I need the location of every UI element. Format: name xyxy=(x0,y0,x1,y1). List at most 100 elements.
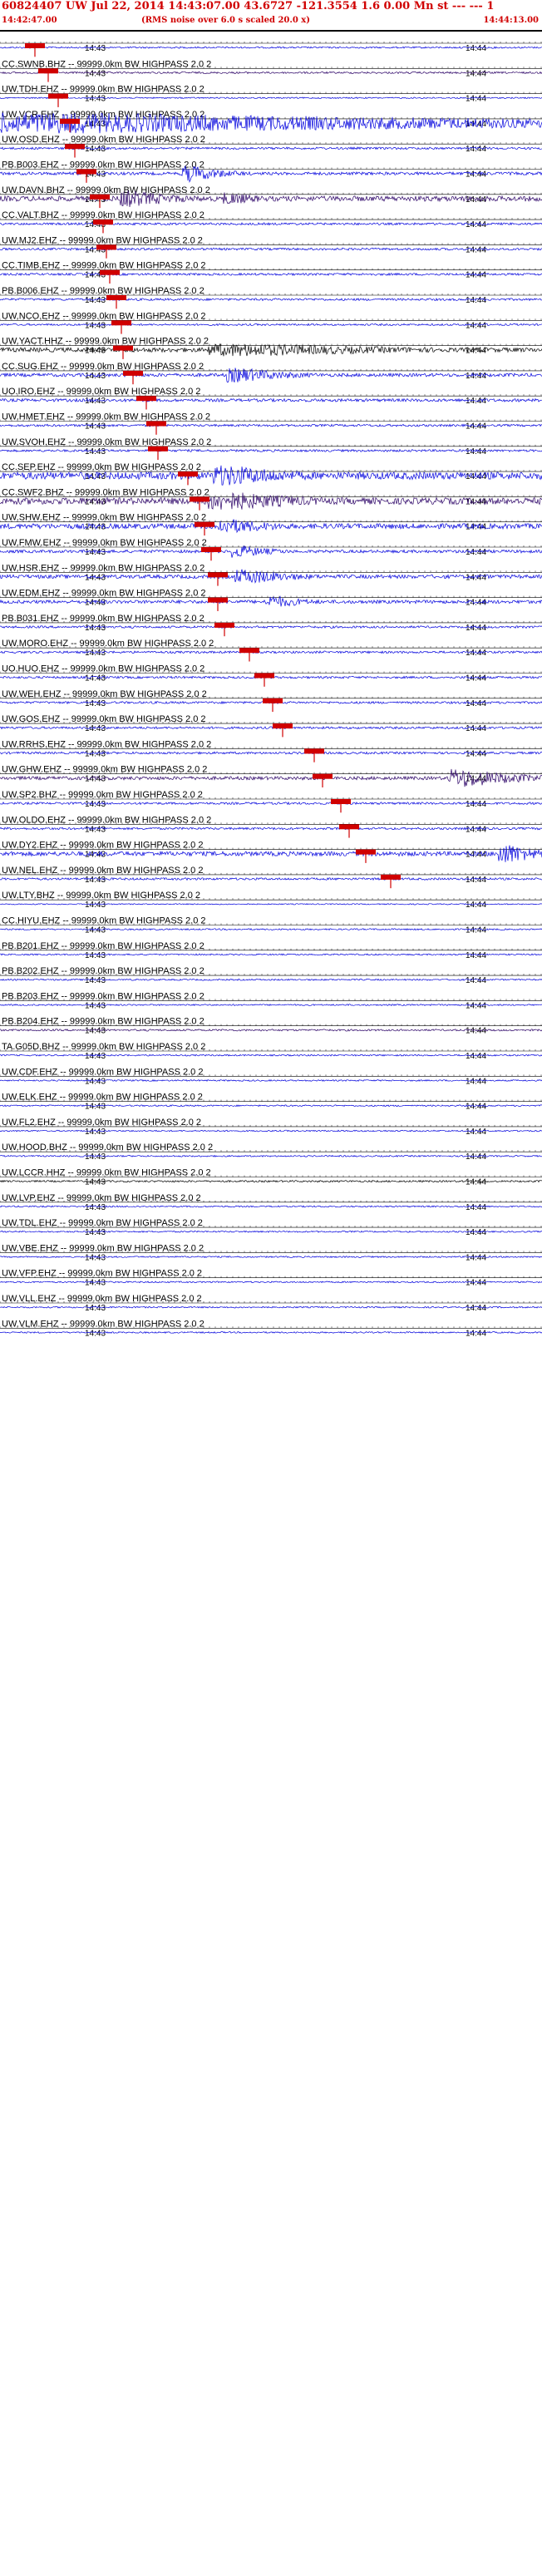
trace-label: UW.VCR.EHZ -- 99999.0km BW HIGHPASS 2.0 … xyxy=(2,110,204,120)
waveform xyxy=(0,928,542,931)
trace-label: PB.B201.EHZ -- 99999.0km BW HIGHPASS 2.0… xyxy=(2,941,204,951)
waveform xyxy=(0,465,542,486)
waveform xyxy=(0,112,542,134)
trace-label: CC.TIMB.EHZ -- 99999.0km BW HIGHPASS 2.0… xyxy=(2,261,206,271)
trace-42: UW.ELK.EHZ -- 99999.0km BW HIGHPASS 2.0 … xyxy=(0,1093,542,1112)
tick-label-right: 14:44 xyxy=(466,674,486,683)
trace-40: TA.G05D.BHZ -- 99999.0km BW HIGHPASS 2.0… xyxy=(0,1042,542,1061)
trace-49: UW.VFP.EHZ -- 99999.0km BW HIGHPASS 2.0 … xyxy=(0,1269,542,1288)
waveform xyxy=(0,725,542,730)
tick-label-right: 14:44 xyxy=(466,95,486,104)
trace-label: UW.TDH.EHZ -- 99999.0km BW HIGHPASS 2.0 … xyxy=(2,85,204,95)
tick-label-right: 14:44 xyxy=(466,699,486,708)
waveform xyxy=(0,827,542,831)
tick-label-left: 14:43 xyxy=(85,497,106,506)
trace-41: UW.CDF.EHZ -- 99999.0km BW HIGHPASS 2.0 … xyxy=(0,1067,542,1086)
waveform xyxy=(0,650,542,654)
tick-label-right: 14:44 xyxy=(466,749,486,758)
tick-label-left: 14:43 xyxy=(85,699,106,708)
waveform xyxy=(0,953,542,956)
waveform xyxy=(0,1054,542,1057)
tick-label-left: 14:43 xyxy=(85,195,106,205)
trace-label: PB.B203.EHZ -- 99999.0km BW HIGHPASS 2.0… xyxy=(2,991,204,1001)
tick-label-left: 14:43 xyxy=(85,472,106,481)
waveform xyxy=(0,569,542,584)
trace-38: PB.B203.EHZ -- 99999.0km BW HIGHPASS 2.0… xyxy=(0,991,542,1010)
waveform xyxy=(0,624,542,629)
trace-43: UW.FL2.EHZ -- 99999.0km BW HIGHPASS 2.0 … xyxy=(0,1118,542,1137)
trace-1: CC.SWNB.BHZ -- 99999.0km BW HIGHPASS 2.0… xyxy=(0,59,542,82)
trace-31: UW.OLDO.EHZ -- 99999.0km BW HIGHPASS 2.0… xyxy=(0,815,542,838)
trace-13: CC.SUG.EHZ -- 99999.0km BW HIGHPASS 2.0 … xyxy=(0,362,542,385)
tick-label-right: 14:44 xyxy=(466,245,486,254)
start-time: 14:42:47.00 xyxy=(2,16,57,25)
trace-label: PB.B003.EHZ -- 99999.0km BW HIGHPASS 2.0… xyxy=(2,160,204,170)
tick-label-right: 14:44 xyxy=(466,523,486,532)
tick-label-right: 14:44 xyxy=(466,1228,486,1237)
tick-label-right: 14:44 xyxy=(466,69,486,78)
end-time: 14:44:13.00 xyxy=(483,16,539,25)
trace-24: UW.MORO.EHZ -- 99999.0km BW HIGHPASS 2.0… xyxy=(0,639,542,662)
trace-label: UW.HMET.EHZ -- 99999.0km BW HIGHPASS 2.0… xyxy=(2,412,210,422)
tick-label-right: 14:44 xyxy=(466,825,486,834)
trace-label: UW.MORO.EHZ -- 99999.0km BW HIGHPASS 2.0… xyxy=(2,639,214,649)
trace-label: PB.B202.EHZ -- 99999.0km BW HIGHPASS 2.0… xyxy=(2,966,204,976)
waveform xyxy=(0,876,542,881)
tick-label-left: 14:43 xyxy=(85,901,106,910)
tick-label-right: 14:44 xyxy=(466,347,486,356)
waveform xyxy=(0,1029,542,1032)
trace-label: CC.SWF2.BHZ -- 99999.0km BW HIGHPASS 2.0… xyxy=(2,487,209,497)
trace-label: UW.NEL.EHZ -- 99999.0km BW HIGHPASS 2.0 … xyxy=(2,866,203,876)
tick-label-right: 14:44 xyxy=(466,372,486,381)
tick-label-left: 14:43 xyxy=(85,145,106,154)
waveform xyxy=(0,397,542,403)
tick-label-left: 14:43 xyxy=(85,1103,106,1112)
trace-label: PB.B006.EHZ -- 99999.0km BW HIGHPASS 2.0… xyxy=(2,286,204,296)
waveform xyxy=(0,1129,542,1133)
trace-35: CC.HIYU.EHZ -- 99999.0km BW HIGHPASS 2.0… xyxy=(0,916,542,935)
trace-34: UW.LTY.BHZ -- 99999.0km BW HIGHPASS 2.0 … xyxy=(0,891,542,910)
waveform xyxy=(0,978,542,981)
tick-label-right: 14:44 xyxy=(466,1103,486,1112)
trace-2: UW.TDH.EHZ -- 99999.0km BW HIGHPASS 2.0 … xyxy=(0,85,542,107)
tick-label-right: 14:44 xyxy=(466,599,486,608)
trace-28: UW.RRHS.EHZ -- 99999.0km BW HIGHPASS 2.0… xyxy=(0,739,542,762)
tick-label-left: 14:43 xyxy=(85,749,106,758)
tick-label-left: 14:43 xyxy=(85,447,106,456)
trace-6: UW.DAVN.BHZ -- 99999.0km BW HIGHPASS 2.0… xyxy=(0,185,542,209)
trace-7: CC.VALT.BHZ -- 99999.0km BW HIGHPASS 2.0… xyxy=(0,210,542,234)
trace-15: UW.HMET.EHZ -- 99999.0km BW HIGHPASS 2.0… xyxy=(0,412,542,435)
waveform xyxy=(0,1179,542,1183)
trace-label: CC.SUG.EHZ -- 99999.0km BW HIGHPASS 2.0 … xyxy=(2,362,204,372)
tick-label-left: 14:43 xyxy=(85,95,106,104)
waveform xyxy=(0,903,542,906)
tick-label-left: 14:43 xyxy=(85,170,106,180)
trace-23: PB.B031.EHZ -- 99999.0km BW HIGHPASS 2.0… xyxy=(0,614,542,637)
tick-label-left: 14:43 xyxy=(85,120,106,129)
tick-label-left: 14:43 xyxy=(85,1152,106,1162)
trace-label: UO.IRO.EHZ -- 99999.0km BW HIGHPASS 2.0 … xyxy=(2,387,200,397)
trace-label: UW.LVP.EHZ -- 99999.0km BW HIGHPASS 2.0 … xyxy=(2,1193,201,1203)
tick-label-right: 14:44 xyxy=(466,44,486,53)
tick-label-left: 14:43 xyxy=(85,422,106,432)
event-title: 60824407 UW Jul 22, 2014 14:43:07.00 43.… xyxy=(2,0,495,12)
waveform xyxy=(0,423,542,428)
tick-label-left: 14:43 xyxy=(85,649,106,658)
trace-label: UW.DY2.EHZ -- 99999.0km BW HIGHPASS 2.0 … xyxy=(2,841,203,851)
trace-36: PB.B201.EHZ -- 99999.0km BW HIGHPASS 2.0… xyxy=(0,941,542,960)
tick-label-right: 14:44 xyxy=(466,775,486,784)
trace-0: 14:43 14:44 xyxy=(0,42,542,57)
trace-label: UW.FMW.EHZ -- 99999.0km BW HIGHPASS 2.0 … xyxy=(2,538,207,548)
tick-label-left: 14:43 xyxy=(85,1203,106,1212)
trace-37: PB.B202.EHZ -- 99999.0km BW HIGHPASS 2.0… xyxy=(0,966,542,985)
tick-label-right: 14:44 xyxy=(466,624,486,633)
plot-header: 60824407 UW Jul 22, 2014 14:43:07.00 43.… xyxy=(0,0,542,30)
tick-label-left: 14:43 xyxy=(85,548,106,557)
tick-label-right: 14:44 xyxy=(466,573,486,582)
tick-label-left: 14:43 xyxy=(85,976,106,985)
tick-label-right: 14:44 xyxy=(466,472,486,481)
waveform xyxy=(0,1104,542,1108)
waveform xyxy=(0,1004,542,1007)
trace-14: UO.IRO.EHZ -- 99999.0km BW HIGHPASS 2.0 … xyxy=(0,387,542,410)
trace-label: UW.FL2.EHZ -- 99999.0km BW HIGHPASS 2.0 … xyxy=(2,1118,201,1128)
